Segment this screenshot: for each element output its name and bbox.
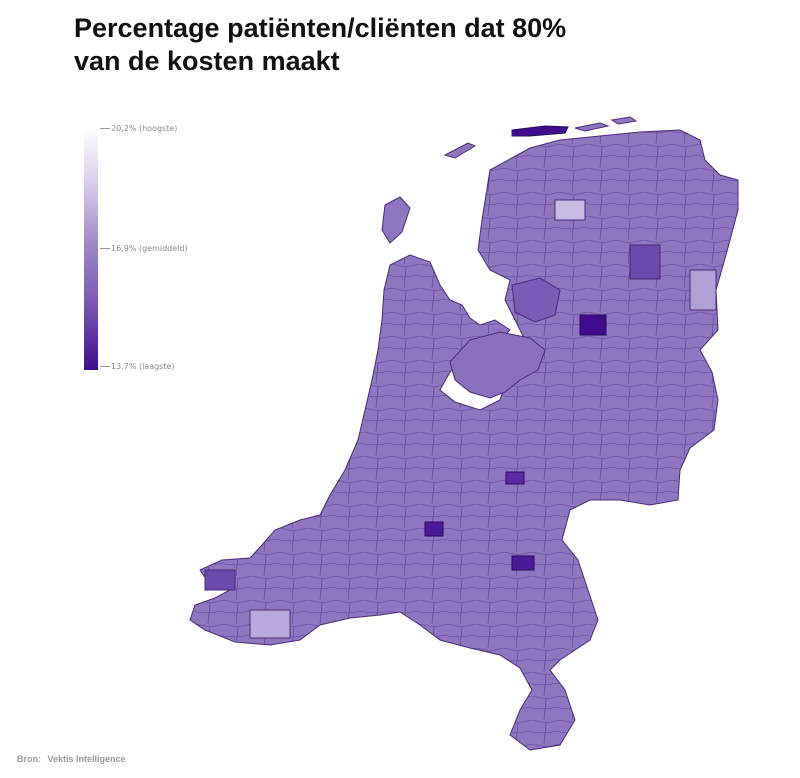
- municipality-dark-5: [629, 244, 661, 280]
- map-title: Percentage patiënten/cliënten dat 80% va…: [74, 12, 714, 78]
- island-vlieland: [443, 142, 477, 159]
- municipality-dark-2: [424, 521, 444, 537]
- municipality-light-1: [554, 199, 586, 221]
- map-title-line-1: Percentage patiënten/cliënten dat 80%: [74, 13, 567, 43]
- noordoostpolder: [511, 277, 561, 323]
- island-schiermonnikoog: [610, 116, 638, 125]
- source-prefix: Bron:: [17, 754, 41, 764]
- legend-label-low: 13,7% (laagste): [98, 362, 175, 371]
- map-title-line-2: van de kosten maakt: [74, 46, 340, 76]
- source-name: Vektis Intelligence: [47, 754, 126, 764]
- island-ameland: [574, 122, 610, 132]
- municipality-light-3: [689, 269, 717, 311]
- municipality-light-2: [249, 609, 291, 639]
- netherlands-mainland: [189, 129, 739, 751]
- island-texel: [381, 196, 411, 244]
- municipality-dark-4: [505, 471, 525, 485]
- legend-gradient-bar: [84, 128, 98, 370]
- flevoland: [449, 331, 546, 399]
- legend-label-mid: 16,9% (gemiddeld): [98, 244, 188, 253]
- color-legend: 20,2% (hoogste) 16,9% (gemiddeld) 13,7% …: [84, 124, 234, 374]
- island-terschelling: [511, 125, 569, 137]
- municipality-dark-3: [511, 555, 535, 571]
- legend-label-high: 20,2% (hoogste): [98, 124, 177, 133]
- municipality-dark-1: [579, 314, 607, 336]
- source-credit: Bron: Vektis Intelligence: [17, 754, 126, 764]
- municipality-dark-6: [204, 569, 236, 591]
